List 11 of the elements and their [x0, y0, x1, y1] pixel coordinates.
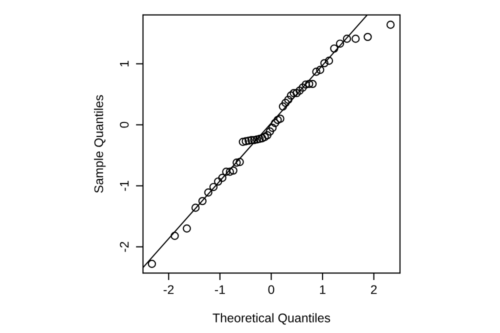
x-tick-label: -1: [214, 285, 225, 294]
x-tick-label: -2: [164, 285, 174, 294]
y-tick-label: -1: [120, 180, 129, 191]
y-tick-label: 1: [120, 60, 129, 66]
y-tick-label: -2: [120, 242, 129, 252]
y-tick-label: 0: [120, 122, 129, 128]
x-tick-label: 2: [370, 285, 377, 294]
y-axis-title: Sample Quantiles: [94, 95, 106, 193]
x-tick-label: 1: [320, 285, 326, 294]
x-axis-title: Theoretical Quantiles: [212, 313, 330, 325]
x-tick-label: 0: [268, 285, 274, 294]
